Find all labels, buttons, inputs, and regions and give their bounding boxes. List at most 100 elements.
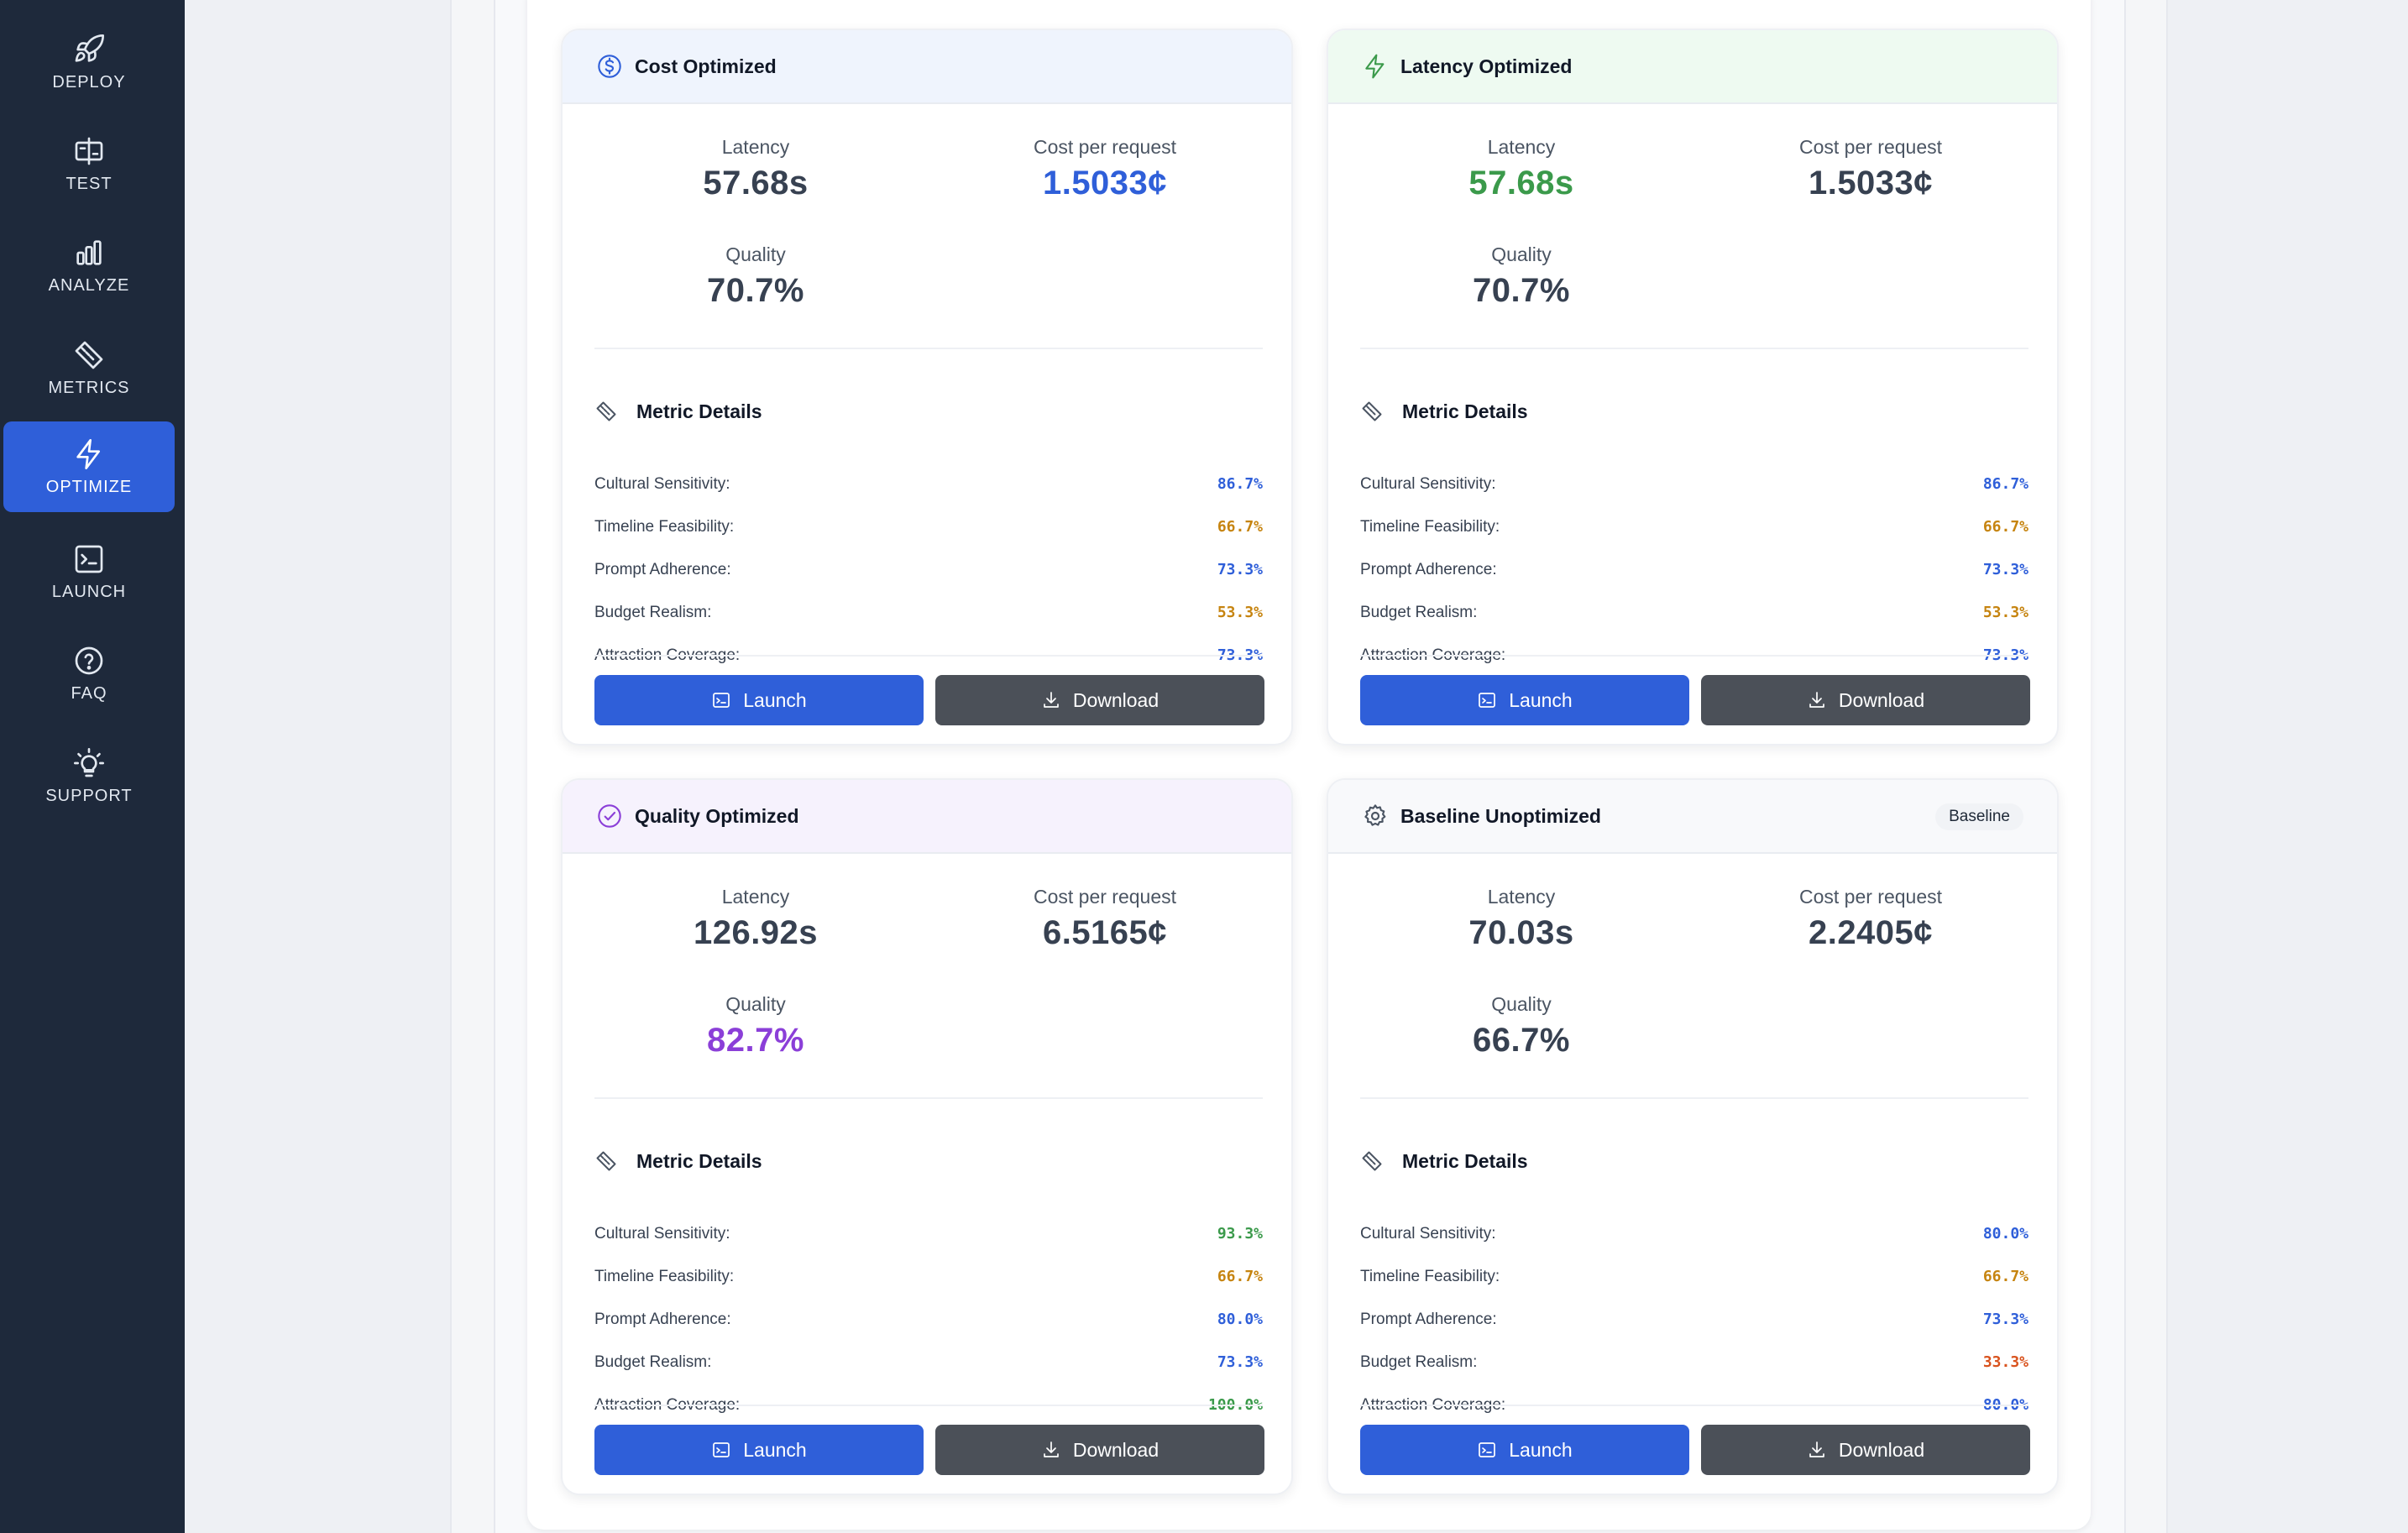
quality-stat: Quality 66.7%: [1345, 991, 1698, 1059]
metric-row: Timeline Feasibility: 66.7%: [594, 1264, 1263, 1290]
split-test-icon: [75, 137, 103, 165]
metric-name: Cultural Sensitivity:: [594, 1225, 730, 1243]
rocket-icon: [75, 34, 104, 62]
download-button[interactable]: Download: [935, 675, 1264, 725]
dollar-circle-icon: [598, 55, 621, 78]
metric-row: Prompt Adherence: 80.0%: [594, 1307, 1263, 1332]
ruler-icon: [1362, 401, 1382, 421]
lightbulb-icon: [74, 747, 104, 777]
launch-button[interactable]: Launch: [594, 675, 924, 725]
metric-name: Cultural Sensitivity:: [594, 475, 730, 493]
metric-name: Timeline Feasibility:: [1360, 518, 1500, 536]
cost-stat: Cost per request 1.5033¢: [929, 134, 1281, 202]
download-icon: [1043, 692, 1059, 708]
metric-name: Timeline Feasibility:: [594, 518, 735, 536]
download-label: Download: [1072, 688, 1160, 711]
metric-row: Budget Realism: 53.3%: [1360, 600, 2028, 625]
card-title: Latency Optimized: [1400, 55, 1573, 77]
metric-value: 86.7%: [1217, 475, 1263, 493]
card-header: Latency Optimized: [1328, 30, 2057, 104]
quality-stat: Quality 70.7%: [1345, 242, 1698, 310]
divider: [1360, 655, 2028, 657]
nav-support[interactable]: SUPPORT: [3, 730, 175, 821]
variant-card: Quality Optimized Latency 126.92s Cost p…: [561, 778, 1293, 1495]
latency-label: Latency: [721, 136, 790, 158]
divider: [594, 348, 1263, 349]
nav-faq[interactable]: FAQ: [3, 628, 175, 719]
nav-optimize[interactable]: OPTIMIZE: [3, 421, 175, 512]
quality-value: 66.7%: [1473, 1022, 1570, 1059]
ruler-icon: [75, 341, 103, 369]
metric-details-header: Metric Details: [594, 1149, 762, 1173]
lightning-icon: [76, 438, 100, 469]
quality-value: 70.7%: [1473, 272, 1570, 309]
latency-label: Latency: [1487, 886, 1556, 908]
launch-label: Launch: [743, 1438, 807, 1461]
download-label: Download: [1838, 688, 1925, 711]
metric-name: Prompt Adherence:: [1360, 1311, 1497, 1328]
quality-value: 82.7%: [707, 1022, 804, 1059]
metric-value: 53.3%: [1217, 604, 1263, 621]
nav-label: TEST: [65, 174, 113, 193]
terminal-icon: [713, 1442, 730, 1457]
ruler-icon: [1362, 1151, 1382, 1171]
card-header: Cost Optimized: [563, 30, 1291, 104]
metric-details-header: Metric Details: [1360, 400, 1528, 423]
cost-stat: Cost per request 1.5033¢: [1694, 134, 2047, 202]
download-icon: [1809, 692, 1824, 708]
metric-value: 86.7%: [1982, 475, 2028, 493]
card-header: Quality Optimized: [563, 780, 1291, 854]
metric-row: Prompt Adherence: 73.3%: [1360, 557, 2028, 583]
nav-test[interactable]: TEST: [3, 118, 175, 209]
download-button[interactable]: Download: [1701, 1425, 2030, 1475]
metric-details-title: Metric Details: [636, 400, 762, 422]
divider: [1360, 348, 2028, 349]
cost-label: Cost per request: [1798, 136, 1943, 158]
launch-label: Launch: [1509, 688, 1573, 711]
launch-button[interactable]: Launch: [594, 1425, 924, 1475]
nav-analyze[interactable]: ANALYZE: [3, 220, 175, 311]
nav-label: ANALYZE: [48, 275, 130, 295]
cost-value: 2.2405¢: [1808, 914, 1934, 951]
metric-details-header: Metric Details: [594, 400, 762, 423]
nav-label: DEPLOY: [52, 72, 126, 92]
metric-row: Cultural Sensitivity: 80.0%: [1360, 1222, 2028, 1247]
metric-value: 66.7%: [1982, 518, 2028, 536]
quality-stat: Quality 82.7%: [579, 991, 932, 1059]
cost-value: 1.5033¢: [1042, 165, 1168, 201]
metric-row: Budget Realism: 33.3%: [1360, 1350, 2028, 1375]
divider: [594, 655, 1263, 657]
launch-button[interactable]: Launch: [1360, 1425, 1689, 1475]
metric-value: 66.7%: [1217, 1268, 1263, 1285]
download-button[interactable]: Download: [1701, 675, 2030, 725]
metric-name: Budget Realism:: [1360, 604, 1478, 621]
ruler-icon: [596, 401, 616, 421]
nav-metrics[interactable]: METRICS: [3, 322, 175, 413]
metric-value: 73.3%: [1217, 561, 1263, 578]
metric-row: Cultural Sensitivity: 86.7%: [1360, 472, 2028, 497]
nav-deploy[interactable]: DEPLOY: [3, 17, 175, 107]
metric-value: 93.3%: [1217, 1225, 1263, 1243]
quality-stat: Quality 70.7%: [579, 242, 932, 310]
latency-value: 57.68s: [703, 165, 809, 201]
ruler-icon: [596, 1151, 616, 1171]
latency-value: 126.92s: [693, 914, 819, 951]
quality-value: 70.7%: [707, 272, 804, 309]
metric-value: 66.7%: [1982, 1268, 2028, 1285]
metric-details-title: Metric Details: [1402, 1149, 1528, 1172]
divider: [594, 1405, 1263, 1406]
launch-button[interactable]: Launch: [1360, 675, 1689, 725]
nav-label: OPTIMIZE: [45, 477, 133, 496]
cost-value: 6.5165¢: [1042, 914, 1168, 951]
check-circle-icon: [598, 804, 621, 828]
metric-name: Cultural Sensitivity:: [1360, 475, 1496, 493]
quality-label: Quality: [1491, 993, 1552, 1015]
latency-label: Latency: [721, 886, 790, 908]
download-button[interactable]: Download: [935, 1425, 1264, 1475]
metric-row: Budget Realism: 73.3%: [594, 1350, 1263, 1375]
metric-row: Prompt Adherence: 73.3%: [594, 557, 1263, 583]
metric-row: Timeline Feasibility: 66.7%: [1360, 1264, 2028, 1290]
metric-name: Prompt Adherence:: [1360, 561, 1497, 578]
nav-launch[interactable]: LAUNCH: [3, 526, 175, 617]
metric-row: Cultural Sensitivity: 93.3%: [594, 1222, 1263, 1247]
